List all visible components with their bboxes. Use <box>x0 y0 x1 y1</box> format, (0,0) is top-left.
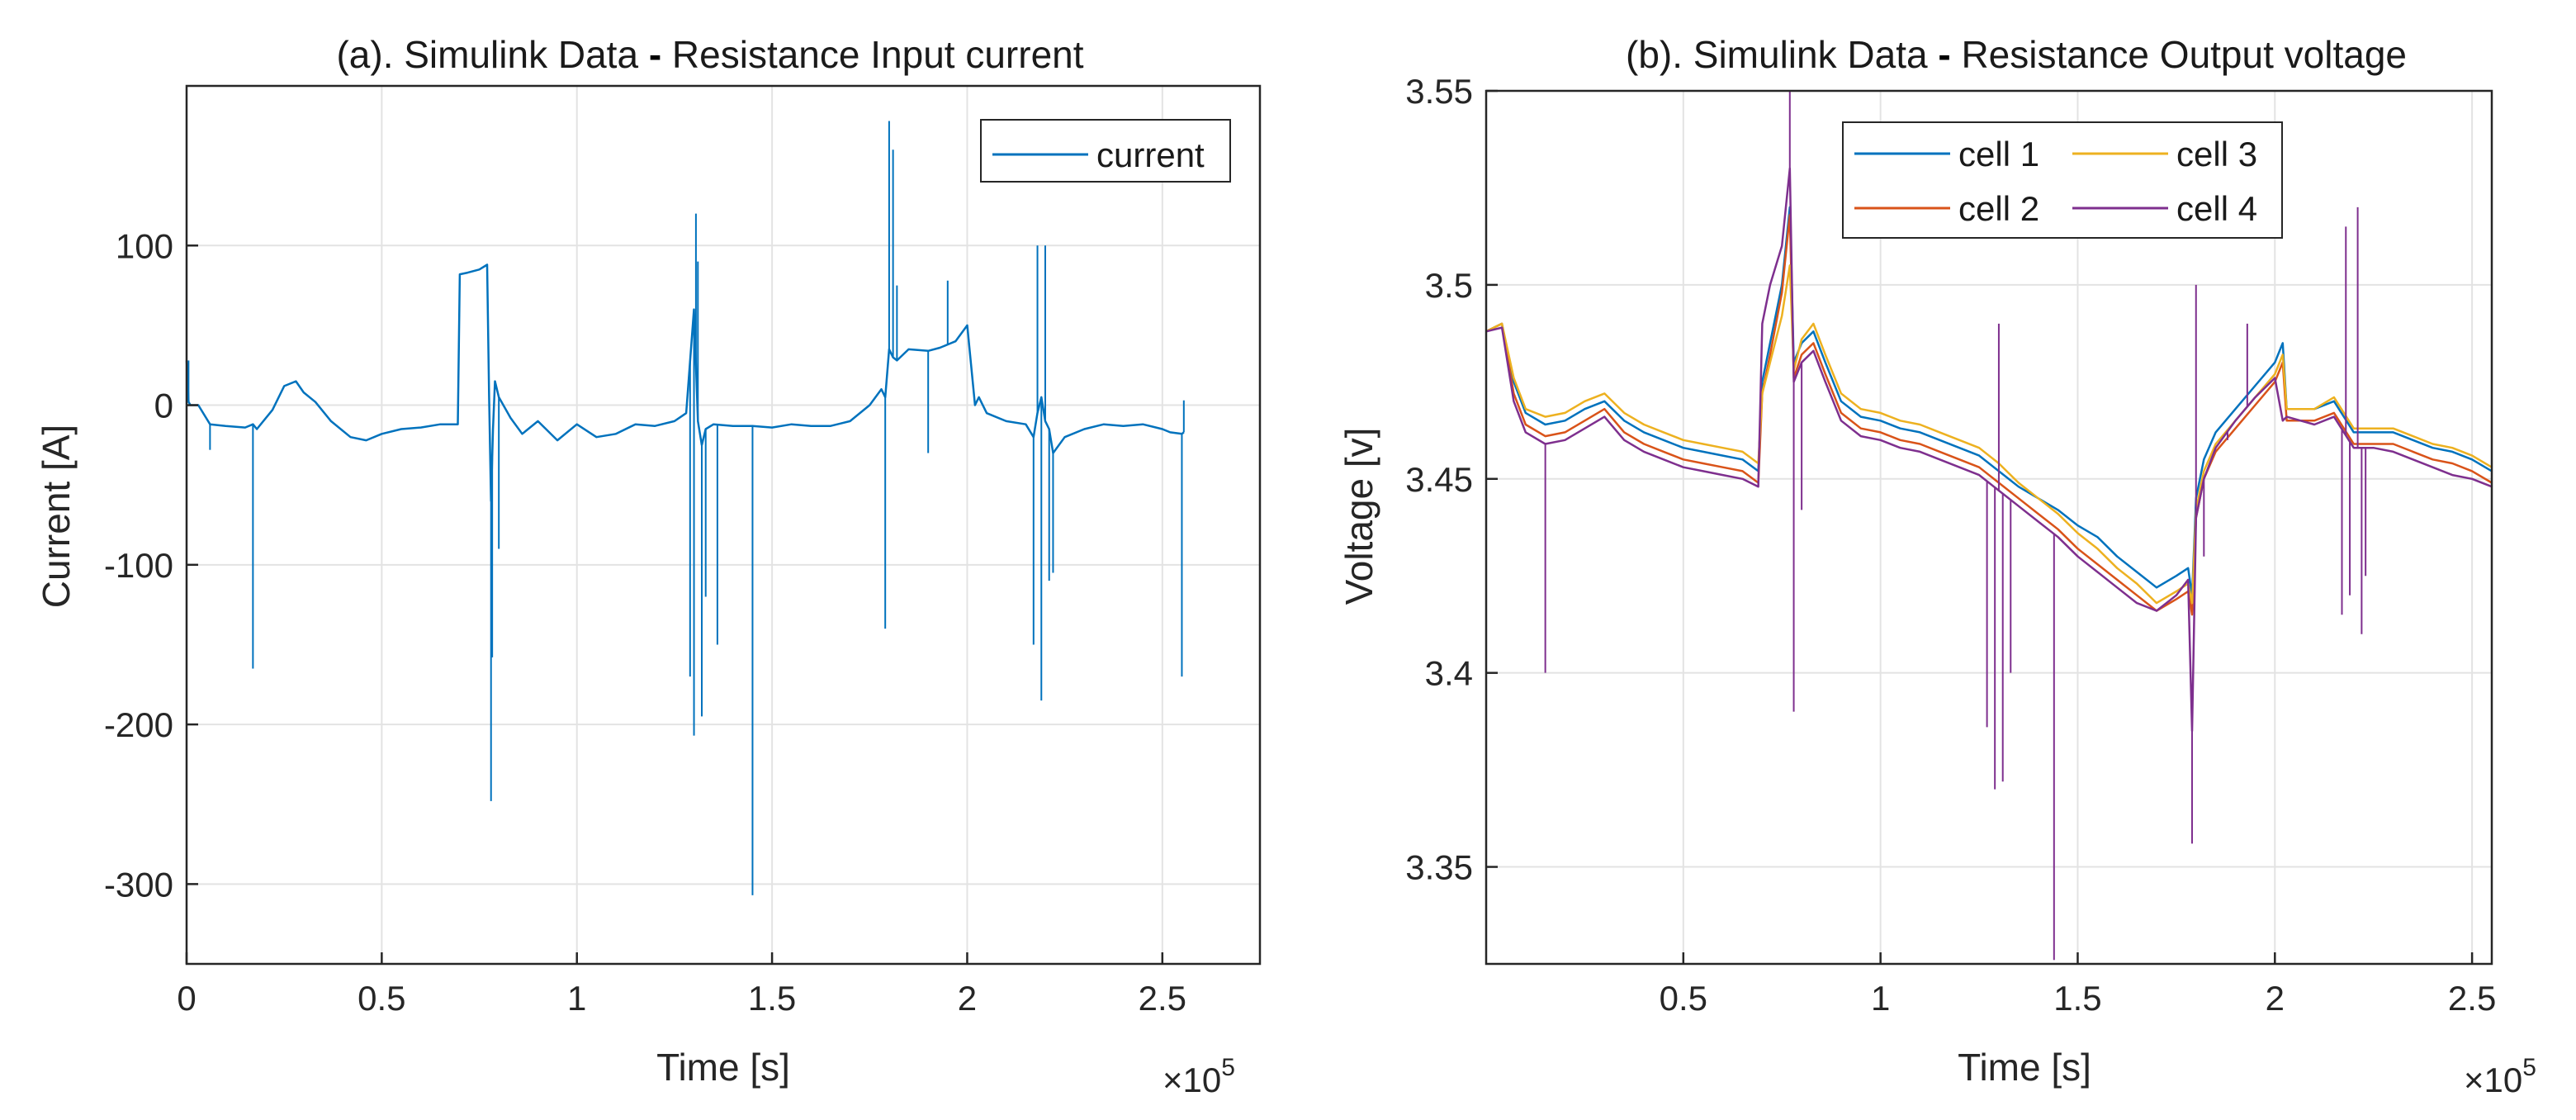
panel-b-ylabel: Voltage [v] <box>1338 428 1380 605</box>
panel-a-tick-labels: 0 0.5 1 1.5 2 2.5 100 0 -100 -200 -300 <box>104 226 1186 1018</box>
panel-a-ytick-label-0: 100 <box>116 226 173 265</box>
panel-b-series-lines <box>1485 91 2493 961</box>
panel-a-xlabel: Time [s] <box>656 1046 790 1089</box>
panel-b-axes-frame <box>1485 89 2493 966</box>
panel-b-x-exponent: ×105 <box>2464 1054 2536 1099</box>
panel-a-legend: current <box>980 119 1231 183</box>
panel-a-ytick-label-1: 0 <box>154 387 173 425</box>
panel-a-x-exponent: ×105 <box>1163 1054 1235 1099</box>
panel-b-title-dash: - <box>1938 33 1950 76</box>
panel-b-voltage-chart: (b). Simulink Data - Resistance Output v… <box>1338 33 2536 1099</box>
panel-b-ytick-label-2: 3.45 <box>1405 460 1473 499</box>
legend-cell3-label: cell 3 <box>2176 135 2257 173</box>
panel-a-title: (a). Simulink Data - Resistance Input cu… <box>336 33 1083 76</box>
panel-a-ytick-label-3: -200 <box>104 705 173 744</box>
panel-a-xtick-label-4: 2 <box>958 979 977 1018</box>
panel-a-xtick-label-5: 2.5 <box>1139 979 1186 1018</box>
legend-cell4-label: cell 4 <box>2176 189 2257 228</box>
legend-current-label: current <box>1096 135 1205 174</box>
panel-a-ytick-label-4: -300 <box>104 865 173 904</box>
panel-b-tick-labels: 0.5 1 1.5 2 2.5 3.55 3.5 3.45 3.4 3.35 <box>1405 72 2496 1018</box>
panel-a-axes-frame <box>185 84 1262 966</box>
panel-b-series-cell-4-line <box>1485 167 2493 733</box>
panel-b-xtick-label-3: 2 <box>2266 979 2285 1018</box>
panel-b-series-cell-3-line <box>1485 264 2493 605</box>
panel-b-xlabel: Time [s] <box>1958 1046 2091 1089</box>
panel-a-current-chart: (a). Simulink Data - Resistance Input cu… <box>35 33 1262 1099</box>
panel-b-xtick-label-1: 1 <box>1871 979 1890 1018</box>
panel-a-gridlines <box>186 86 1260 964</box>
panel-b-ytick-label-1: 3.5 <box>1425 266 1473 305</box>
panel-b-xtick-label-4: 2.5 <box>2448 979 2496 1018</box>
panel-a-ylabel: Current [A] <box>35 425 78 608</box>
panel-a-series-current-line <box>185 263 1185 502</box>
panel-b-ytick-label-4: 3.35 <box>1405 848 1473 887</box>
panel-b-xtick-label-0: 0.5 <box>1660 979 1707 1018</box>
panel-b-legend: cell 1 cell 2 cell 3 cell 4 <box>1842 121 2283 239</box>
legend-cell2-label: cell 2 <box>1958 189 2039 228</box>
panel-b-series-cell-2-line <box>1485 214 2493 616</box>
panel-a-series-lines <box>185 121 1185 895</box>
panel-b-title: (b). Simulink Data - Resistance Output v… <box>1626 33 2407 76</box>
legend-cell1-label: cell 1 <box>1958 135 2039 173</box>
panel-a-xtick-label-2: 1 <box>567 979 586 1018</box>
panel-a-title-dash: - <box>649 33 661 76</box>
panel-a-ytick-label-2: -100 <box>104 546 173 585</box>
panel-b-ytick-label-3: 3.4 <box>1425 654 1473 693</box>
panel-a-xtick-label-1: 0.5 <box>358 979 405 1018</box>
panel-b-series-cell-1-line <box>1485 206 2493 596</box>
panel-b-xtick-label-2: 1.5 <box>2053 979 2101 1018</box>
panel-a-xtick-label-3: 1.5 <box>748 979 796 1018</box>
panel-b-ytick-label-0: 3.55 <box>1405 72 1473 111</box>
panel-a-xtick-label-0: 0 <box>177 979 196 1018</box>
